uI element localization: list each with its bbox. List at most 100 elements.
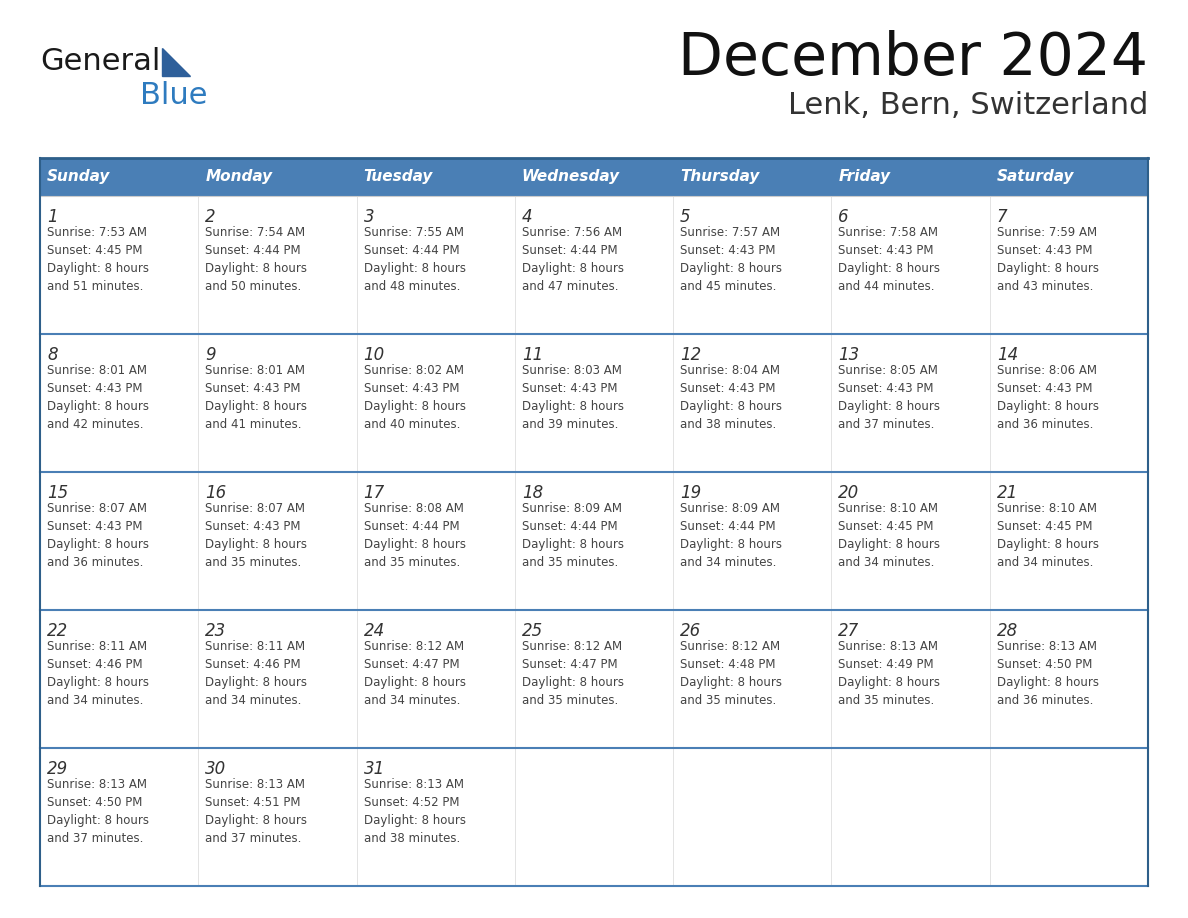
Text: 31: 31 <box>364 760 385 778</box>
Text: Sunday: Sunday <box>48 170 110 185</box>
Text: Daylight: 8 hours: Daylight: 8 hours <box>839 262 941 275</box>
Text: 22: 22 <box>48 622 68 640</box>
Bar <box>514 610 674 748</box>
Text: Sunset: 4:48 PM: Sunset: 4:48 PM <box>681 658 776 671</box>
Text: Tuesday: Tuesday <box>364 170 432 185</box>
Text: Sunset: 4:46 PM: Sunset: 4:46 PM <box>48 658 143 671</box>
Text: Sunrise: 8:11 AM: Sunrise: 8:11 AM <box>48 640 147 653</box>
Bar <box>514 158 674 196</box>
Text: and 44 minutes.: and 44 minutes. <box>839 280 935 293</box>
Text: Sunset: 4:44 PM: Sunset: 4:44 PM <box>364 520 460 533</box>
Text: General: General <box>40 48 160 76</box>
Text: Daylight: 8 hours: Daylight: 8 hours <box>839 676 941 689</box>
Text: 16: 16 <box>206 484 227 502</box>
Bar <box>40 610 198 748</box>
Text: Sunset: 4:45 PM: Sunset: 4:45 PM <box>48 244 143 257</box>
Text: and 48 minutes.: and 48 minutes. <box>364 280 460 293</box>
Text: 24: 24 <box>364 622 385 640</box>
Text: and 39 minutes.: and 39 minutes. <box>522 418 618 431</box>
Text: 28: 28 <box>997 622 1018 640</box>
Text: Daylight: 8 hours: Daylight: 8 hours <box>997 262 1099 275</box>
Text: Blue: Blue <box>140 81 208 109</box>
Text: Sunset: 4:43 PM: Sunset: 4:43 PM <box>522 382 618 395</box>
Text: and 35 minutes.: and 35 minutes. <box>522 694 618 707</box>
Text: Sunrise: 8:12 AM: Sunrise: 8:12 AM <box>681 640 781 653</box>
Text: Sunset: 4:45 PM: Sunset: 4:45 PM <box>839 520 934 533</box>
Text: 23: 23 <box>206 622 227 640</box>
Text: 6: 6 <box>839 208 849 226</box>
Polygon shape <box>162 48 190 76</box>
Text: and 43 minutes.: and 43 minutes. <box>997 280 1093 293</box>
Text: Thursday: Thursday <box>681 170 759 185</box>
Bar <box>832 158 990 196</box>
Text: Daylight: 8 hours: Daylight: 8 hours <box>48 538 148 551</box>
Text: Daylight: 8 hours: Daylight: 8 hours <box>839 400 941 413</box>
Text: Sunset: 4:52 PM: Sunset: 4:52 PM <box>364 796 459 809</box>
Text: 27: 27 <box>839 622 860 640</box>
Text: and 36 minutes.: and 36 minutes. <box>997 694 1093 707</box>
Text: and 51 minutes.: and 51 minutes. <box>48 280 144 293</box>
Text: Sunset: 4:46 PM: Sunset: 4:46 PM <box>206 658 301 671</box>
Text: 5: 5 <box>681 208 690 226</box>
Text: 17: 17 <box>364 484 385 502</box>
Text: Daylight: 8 hours: Daylight: 8 hours <box>522 400 624 413</box>
Text: 4: 4 <box>522 208 532 226</box>
Bar <box>40 158 198 196</box>
Text: Sunrise: 8:13 AM: Sunrise: 8:13 AM <box>839 640 939 653</box>
Text: Sunset: 4:43 PM: Sunset: 4:43 PM <box>997 382 1092 395</box>
Text: Sunset: 4:47 PM: Sunset: 4:47 PM <box>364 658 460 671</box>
Text: Daylight: 8 hours: Daylight: 8 hours <box>997 676 1099 689</box>
Bar <box>674 158 832 196</box>
Text: Sunset: 4:43 PM: Sunset: 4:43 PM <box>997 244 1092 257</box>
Text: Sunset: 4:44 PM: Sunset: 4:44 PM <box>681 520 776 533</box>
Text: and 35 minutes.: and 35 minutes. <box>522 556 618 569</box>
Text: Sunrise: 8:13 AM: Sunrise: 8:13 AM <box>364 778 463 791</box>
Text: Sunset: 4:49 PM: Sunset: 4:49 PM <box>839 658 934 671</box>
Bar <box>198 196 356 334</box>
Bar <box>990 472 1148 610</box>
Bar <box>514 196 674 334</box>
Text: Daylight: 8 hours: Daylight: 8 hours <box>839 538 941 551</box>
Text: and 37 minutes.: and 37 minutes. <box>839 418 935 431</box>
Text: 7: 7 <box>997 208 1007 226</box>
Text: and 41 minutes.: and 41 minutes. <box>206 418 302 431</box>
Text: Sunrise: 8:13 AM: Sunrise: 8:13 AM <box>48 778 147 791</box>
Text: 26: 26 <box>681 622 701 640</box>
Text: Sunset: 4:43 PM: Sunset: 4:43 PM <box>206 382 301 395</box>
Text: Daylight: 8 hours: Daylight: 8 hours <box>48 262 148 275</box>
Text: 12: 12 <box>681 346 701 364</box>
Bar <box>990 158 1148 196</box>
Text: Daylight: 8 hours: Daylight: 8 hours <box>364 262 466 275</box>
Text: Sunset: 4:50 PM: Sunset: 4:50 PM <box>997 658 1092 671</box>
Text: Sunset: 4:44 PM: Sunset: 4:44 PM <box>364 244 460 257</box>
Text: Daylight: 8 hours: Daylight: 8 hours <box>364 400 466 413</box>
Bar <box>832 748 990 886</box>
Bar <box>514 472 674 610</box>
Text: Daylight: 8 hours: Daylight: 8 hours <box>522 262 624 275</box>
Text: and 38 minutes.: and 38 minutes. <box>364 832 460 845</box>
Text: 10: 10 <box>364 346 385 364</box>
Bar <box>198 158 356 196</box>
Text: Saturday: Saturday <box>997 170 1074 185</box>
Text: Sunrise: 8:10 AM: Sunrise: 8:10 AM <box>839 502 939 515</box>
Text: and 36 minutes.: and 36 minutes. <box>997 418 1093 431</box>
Text: Sunrise: 8:08 AM: Sunrise: 8:08 AM <box>364 502 463 515</box>
Text: Daylight: 8 hours: Daylight: 8 hours <box>681 400 782 413</box>
Text: Sunset: 4:43 PM: Sunset: 4:43 PM <box>364 382 459 395</box>
Bar <box>40 748 198 886</box>
Text: and 42 minutes.: and 42 minutes. <box>48 418 144 431</box>
Bar <box>356 610 514 748</box>
Text: Monday: Monday <box>206 170 272 185</box>
Text: Daylight: 8 hours: Daylight: 8 hours <box>997 538 1099 551</box>
Bar <box>990 610 1148 748</box>
Text: Daylight: 8 hours: Daylight: 8 hours <box>681 676 782 689</box>
Text: Friday: Friday <box>839 170 891 185</box>
Text: Sunrise: 8:02 AM: Sunrise: 8:02 AM <box>364 364 463 377</box>
Text: Sunrise: 7:54 AM: Sunrise: 7:54 AM <box>206 226 305 239</box>
Text: Wednesday: Wednesday <box>522 170 620 185</box>
Text: and 37 minutes.: and 37 minutes. <box>206 832 302 845</box>
Text: and 35 minutes.: and 35 minutes. <box>364 556 460 569</box>
Text: Sunset: 4:44 PM: Sunset: 4:44 PM <box>206 244 301 257</box>
Text: 20: 20 <box>839 484 860 502</box>
Bar <box>514 748 674 886</box>
